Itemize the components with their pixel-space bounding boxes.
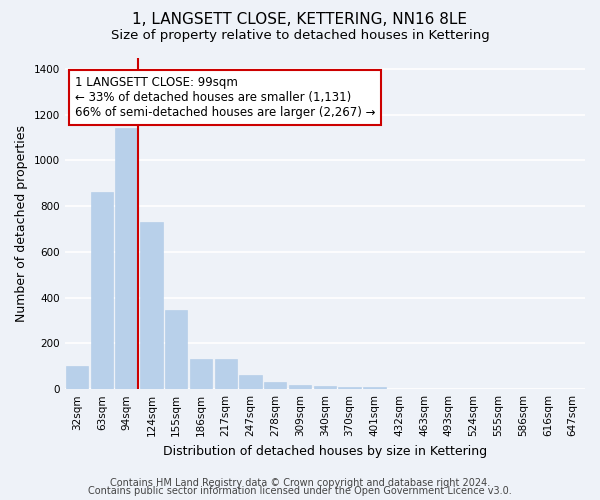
Bar <box>165 310 187 389</box>
Bar <box>140 222 163 389</box>
Bar <box>289 384 311 389</box>
Bar <box>115 128 138 389</box>
Bar <box>314 386 336 389</box>
Bar <box>239 375 262 389</box>
X-axis label: Distribution of detached houses by size in Kettering: Distribution of detached houses by size … <box>163 444 487 458</box>
Text: 1, LANGSETT CLOSE, KETTERING, NN16 8LE: 1, LANGSETT CLOSE, KETTERING, NN16 8LE <box>133 12 467 28</box>
Bar <box>264 382 286 389</box>
Bar <box>91 192 113 389</box>
Bar <box>66 366 88 389</box>
Text: Contains public sector information licensed under the Open Government Licence v3: Contains public sector information licen… <box>88 486 512 496</box>
Bar <box>215 360 237 389</box>
Text: Contains HM Land Registry data © Crown copyright and database right 2024.: Contains HM Land Registry data © Crown c… <box>110 478 490 488</box>
Bar <box>338 387 361 389</box>
Y-axis label: Number of detached properties: Number of detached properties <box>15 125 28 322</box>
Text: Size of property relative to detached houses in Kettering: Size of property relative to detached ho… <box>110 29 490 42</box>
Bar <box>363 387 386 389</box>
Bar <box>190 360 212 389</box>
Text: 1 LANGSETT CLOSE: 99sqm
← 33% of detached houses are smaller (1,131)
66% of semi: 1 LANGSETT CLOSE: 99sqm ← 33% of detache… <box>75 76 376 118</box>
